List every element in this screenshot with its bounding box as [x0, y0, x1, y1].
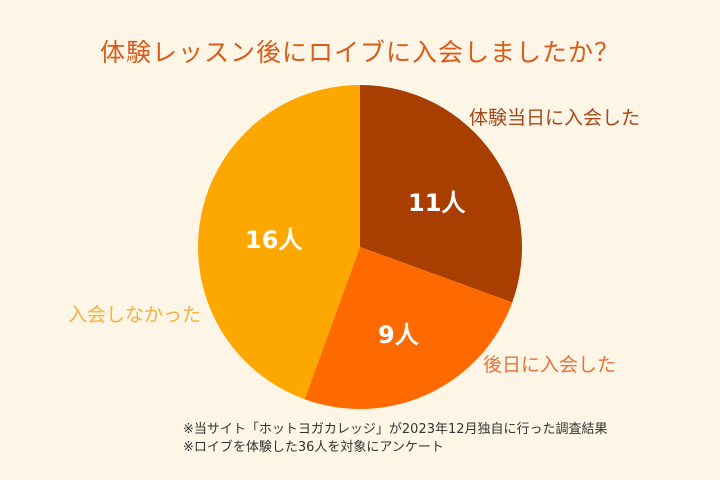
slice-value-later: 9人 [378, 321, 419, 349]
slice-later [304, 247, 513, 409]
footnote-sample: ※ロイブを体験した36人を対象にアンケート [183, 440, 444, 455]
footnote-source: ※当サイト「ホットヨガカレッジ」が2023年12月独自に行った調査結果 [183, 422, 608, 437]
slice-value-same-day: 11人 [408, 189, 466, 217]
slice-value-not-joined: 16人 [245, 226, 303, 254]
slice-not-joined [198, 85, 360, 400]
slice-same-day [360, 85, 522, 303]
legend-label-not-joined: 入会しなかった [68, 304, 202, 326]
legend-label-later: 後日に入会した [483, 354, 617, 376]
legend-label-same-day: 体験当日に入会した [469, 107, 641, 129]
chart-title: 体験レッスン後にロイブに入会しましたか？ [99, 38, 620, 67]
